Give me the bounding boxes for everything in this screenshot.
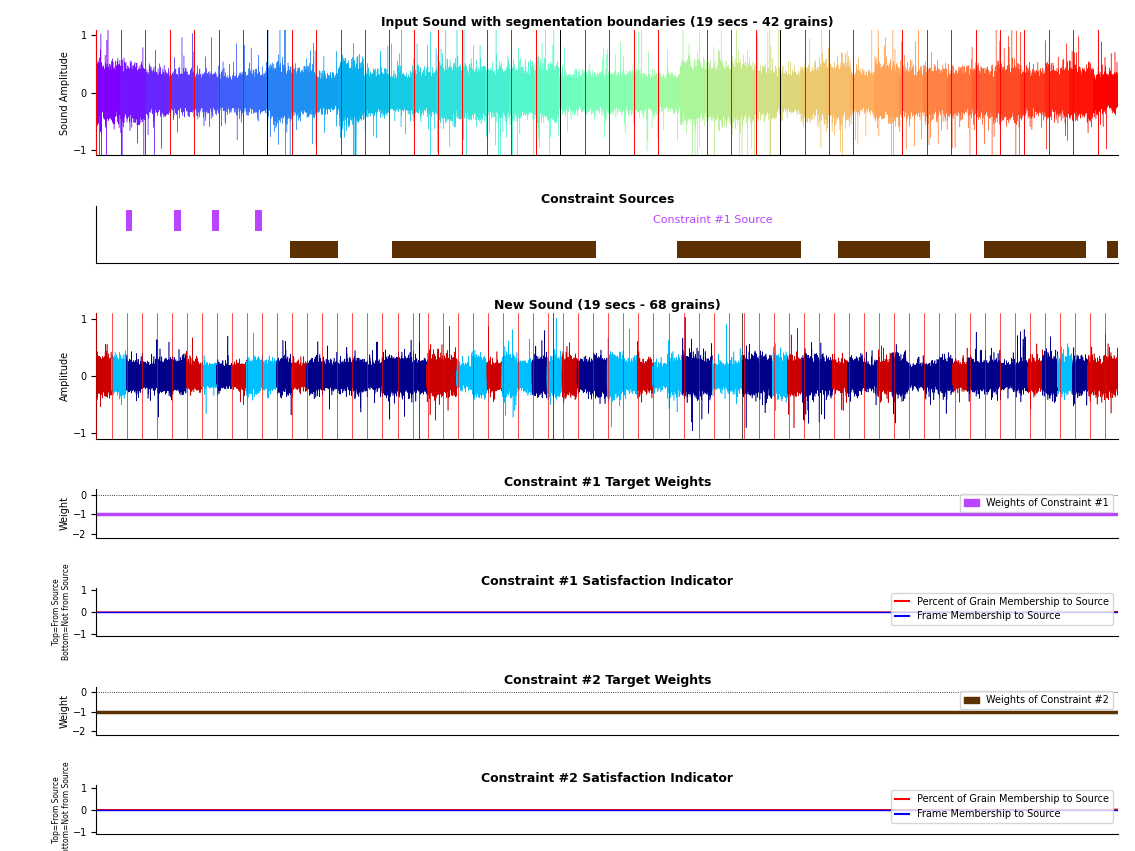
Title: Input Sound with segmentation boundaries (19 secs - 42 grains): Input Sound with segmentation boundaries… xyxy=(381,15,833,29)
Title: Constraint #2 Satisfaction Indicator: Constraint #2 Satisfaction Indicator xyxy=(481,773,733,785)
Y-axis label: Top=From Source
Bottom=Not from Source: Top=From Source Bottom=Not from Source xyxy=(52,563,72,660)
Bar xyxy=(255,209,261,231)
Y-axis label: Sound Amplitude: Sound Amplitude xyxy=(60,51,69,134)
Bar xyxy=(291,241,338,258)
Title: Constraint #1 Satisfaction Indicator: Constraint #1 Satisfaction Indicator xyxy=(481,574,733,588)
Y-axis label: Weight: Weight xyxy=(60,496,69,530)
Bar xyxy=(678,241,801,258)
Title: Constraint #2 Target Weights: Constraint #2 Target Weights xyxy=(504,674,711,687)
Title: Constraint Sources: Constraint Sources xyxy=(540,192,674,206)
Title: Constraint #1 Target Weights: Constraint #1 Target Weights xyxy=(504,476,711,489)
Bar xyxy=(1108,241,1118,258)
Bar xyxy=(126,209,133,231)
Bar xyxy=(839,241,930,258)
Y-axis label: Top=From Source
Bottom=Not from Source: Top=From Source Bottom=Not from Source xyxy=(52,762,72,851)
Text: Constraint #2 Source: Constraint #2 Source xyxy=(419,246,539,255)
Bar xyxy=(393,241,597,258)
Bar xyxy=(175,209,180,231)
Title: New Sound (19 secs - 68 grains): New Sound (19 secs - 68 grains) xyxy=(494,299,721,312)
Legend: Percent of Grain Membership to Source, Frame Membership to Source: Percent of Grain Membership to Source, F… xyxy=(891,791,1113,823)
Legend: Percent of Grain Membership to Source, Frame Membership to Source: Percent of Grain Membership to Source, F… xyxy=(891,592,1113,625)
Bar xyxy=(984,241,1086,258)
Bar xyxy=(212,209,219,231)
Text: Constraint #1 Source: Constraint #1 Source xyxy=(654,214,773,225)
Y-axis label: Amplitude: Amplitude xyxy=(60,351,69,401)
Legend: Weights of Constraint #1: Weights of Constraint #1 xyxy=(960,494,1113,511)
Legend: Weights of Constraint #2: Weights of Constraint #2 xyxy=(960,692,1113,709)
Y-axis label: Weight: Weight xyxy=(60,694,69,728)
